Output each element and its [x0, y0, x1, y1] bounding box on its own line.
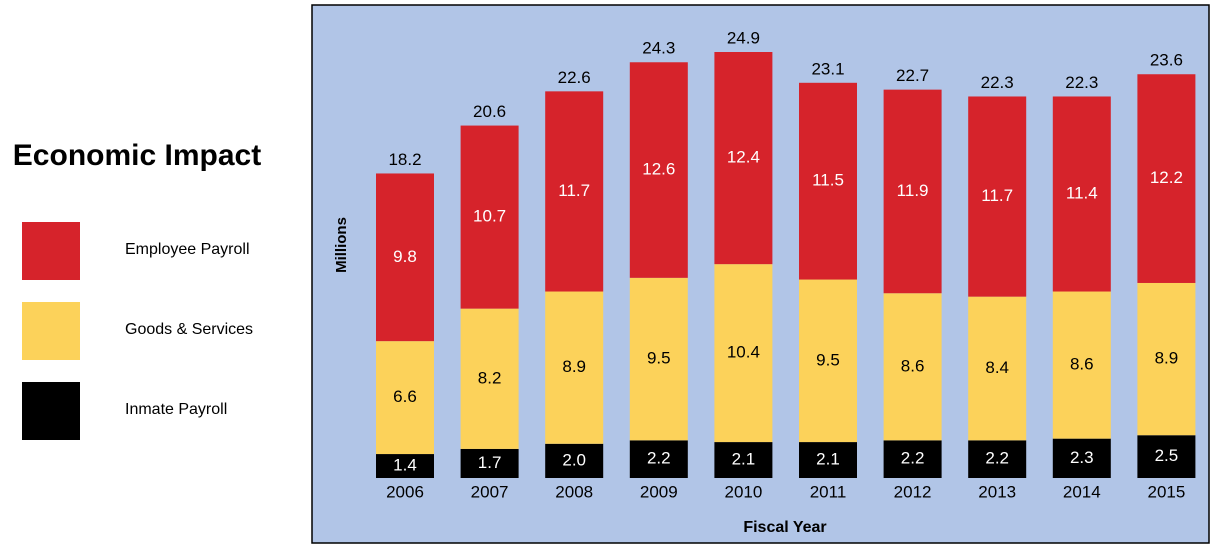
x-tick-label: 2015: [1147, 482, 1185, 501]
bar-segment: [968, 96, 1027, 297]
x-tick-label: 2014: [1063, 482, 1101, 501]
bar-segment: [1137, 435, 1196, 478]
value-label: 8.2: [478, 368, 502, 387]
total-label: 18.2: [388, 150, 421, 169]
bar-segment: [545, 91, 604, 292]
total-label: 22.3: [1065, 73, 1098, 92]
value-label: 2.1: [816, 450, 840, 469]
legend-swatch: [22, 302, 80, 360]
chart-title: Economic Impact: [13, 139, 261, 172]
bar-segment: [1137, 282, 1196, 436]
bar-segment: [883, 89, 942, 294]
x-tick-label: 2008: [555, 482, 593, 501]
value-label: 1.7: [478, 453, 502, 472]
total-label: 23.6: [1150, 51, 1183, 70]
legend-label: Employee Payroll: [125, 241, 250, 258]
value-label: 12.2: [1150, 168, 1183, 187]
bar-segment: [460, 448, 519, 478]
bar-segment: [545, 291, 604, 444]
value-label: 9.5: [816, 350, 840, 369]
legend-label: Inmate Payroll: [125, 401, 227, 418]
x-tick-label: 2013: [978, 482, 1016, 501]
value-label: 12.6: [642, 160, 675, 179]
total-label: 22.6: [558, 68, 591, 87]
value-label: 8.9: [562, 357, 586, 376]
value-label: 2.0: [562, 450, 586, 469]
x-axis-label: Fiscal Year: [743, 519, 826, 536]
value-label: 8.9: [1155, 349, 1179, 368]
value-label: 11.5: [812, 171, 844, 190]
bar-segment: [629, 277, 688, 441]
total-label: 24.3: [642, 39, 675, 58]
total-label: 20.6: [473, 102, 506, 121]
bar-segment: [968, 296, 1027, 441]
total-label: 24.9: [727, 28, 760, 47]
bar-segment: [883, 293, 942, 441]
value-label: 1.4: [393, 456, 417, 475]
bar-segment: [545, 443, 604, 478]
bar-segment: [1052, 291, 1111, 439]
bar-segment: [799, 279, 857, 443]
value-label: 9.5: [647, 349, 671, 368]
value-label: 10.4: [727, 343, 760, 362]
value-label: 11.9: [897, 181, 929, 200]
value-label: 9.8: [393, 247, 417, 266]
total-label: 22.7: [896, 66, 929, 85]
x-tick-label: 2009: [640, 482, 678, 501]
x-tick-label: 2010: [724, 482, 762, 501]
bar-segment: [1052, 438, 1111, 478]
total-label: 22.3: [981, 73, 1014, 92]
bar-segment: [629, 62, 688, 278]
value-label: 2.1: [732, 450, 756, 469]
value-label: 2.2: [647, 449, 671, 468]
legend-swatch: [22, 382, 80, 440]
value-label: 11.7: [558, 181, 590, 200]
legend-label: Goods & Services: [125, 321, 253, 338]
value-label: 11.7: [981, 186, 1013, 205]
bar-segment: [1052, 96, 1111, 292]
bar-segment: [376, 341, 434, 455]
bar-segment: [799, 442, 857, 478]
bar-segment: [376, 454, 434, 478]
bar-segment: [968, 440, 1027, 478]
value-label: 8.6: [1070, 355, 1094, 374]
x-tick-label: 2011: [810, 482, 847, 501]
bar-segment: [460, 125, 519, 309]
bar-segment: [714, 52, 773, 265]
value-label: 8.6: [901, 356, 925, 375]
bar-segment: [460, 308, 519, 449]
bar-segment: [629, 440, 688, 478]
value-label: 2.3: [1070, 448, 1094, 467]
bar-segment: [883, 440, 942, 478]
bar-segment: [1137, 74, 1196, 283]
value-label: 2.2: [901, 449, 925, 468]
x-tick-label: 2012: [894, 482, 932, 501]
value-label: 8.4: [985, 358, 1009, 377]
value-label: 12.4: [727, 148, 760, 167]
value-label: 6.6: [393, 387, 417, 406]
bar-segment: [799, 82, 857, 280]
bar-segment: [714, 442, 773, 478]
value-label: 2.5: [1155, 446, 1179, 465]
value-label: 10.7: [473, 207, 506, 226]
total-label: 23.1: [811, 59, 844, 78]
x-tick-label: 2007: [471, 482, 509, 501]
bar-segment: [376, 173, 434, 342]
value-label: 11.4: [1066, 183, 1098, 202]
bar-segment: [714, 264, 773, 443]
x-tick-label: 2006: [386, 482, 424, 501]
y-axis-label: Millions: [333, 217, 350, 273]
legend-swatch: [22, 222, 80, 280]
value-label: 2.2: [985, 449, 1009, 468]
